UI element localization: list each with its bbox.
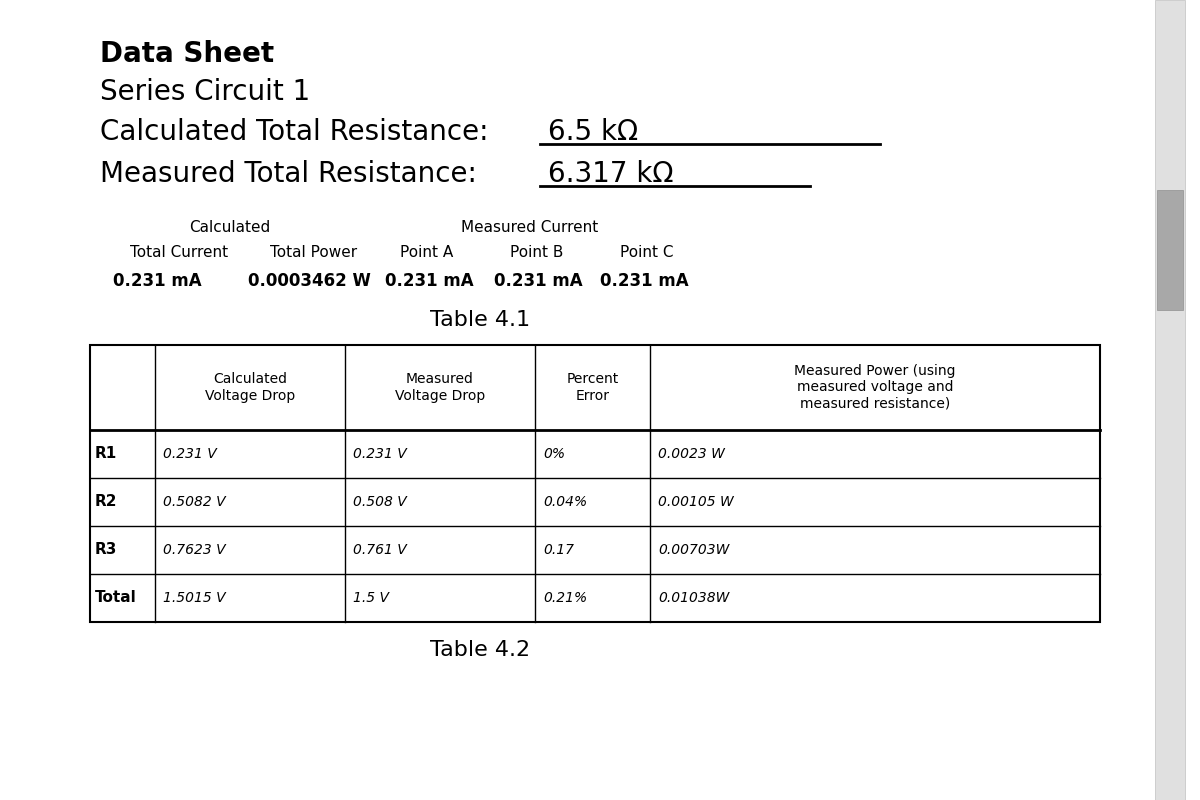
Text: 0.0003462 W: 0.0003462 W [248,272,371,290]
Text: R2: R2 [95,494,118,510]
Text: Calculated: Calculated [190,220,271,235]
Text: Measured Power (using
measured voltage and
measured resistance): Measured Power (using measured voltage a… [794,364,955,410]
Text: Data Sheet: Data Sheet [100,40,274,68]
Bar [1157,190,1183,310]
Text: 0.01038W: 0.01038W [658,591,730,605]
Text: 0.04%: 0.04% [542,495,587,509]
Text: 0.508 V: 0.508 V [353,495,407,509]
Text: Table 4.2: Table 4.2 [430,640,530,660]
Text: R1: R1 [95,446,118,462]
Text: Point B: Point B [510,245,563,260]
Text: 0.5082 V: 0.5082 V [163,495,226,509]
Text: 0.0023 W: 0.0023 W [658,447,725,461]
Text: 0.231 V: 0.231 V [353,447,407,461]
Text: Calculated
Voltage Drop: Calculated Voltage Drop [205,372,295,402]
Text: 1.5015 V: 1.5015 V [163,591,226,605]
Text: Point C: Point C [620,245,673,260]
Text: 6.5 kΩ: 6.5 kΩ [548,118,638,146]
Text: Total: Total [95,590,137,606]
Text: Series Circuit 1: Series Circuit 1 [100,78,311,106]
Text: Table 4.1: Table 4.1 [430,310,530,330]
Text: 0.231 mA: 0.231 mA [385,272,474,290]
Text: Calculated Total Resistance:: Calculated Total Resistance: [100,118,506,146]
Text: R3: R3 [95,542,118,558]
Text: 0.231 mA: 0.231 mA [600,272,689,290]
Text: 0.21%: 0.21% [542,591,587,605]
Text: 0.761 V: 0.761 V [353,543,407,557]
Text: 0.7623 V: 0.7623 V [163,543,226,557]
Text: 0.231 mA: 0.231 mA [113,272,202,290]
Text: Total Current: Total Current [130,245,228,260]
Text: 0.231 V: 0.231 V [163,447,217,461]
Text: Total Power: Total Power [270,245,358,260]
Text: Percent
Error: Percent Error [566,372,619,402]
Text: Measured Current: Measured Current [461,220,599,235]
Text: Point A: Point A [400,245,454,260]
Bar [90,345,1100,622]
Text: Measured Total Resistance:: Measured Total Resistance: [100,160,494,188]
Text: 0.17: 0.17 [542,543,574,557]
Text: 1.5 V: 1.5 V [353,591,389,605]
Text: 0%: 0% [542,447,565,461]
Text: Measured
Voltage Drop: Measured Voltage Drop [395,372,485,402]
Text: 0.231 mA: 0.231 mA [494,272,583,290]
Bar [1154,0,1186,800]
Text: 0.00105 W: 0.00105 W [658,495,733,509]
Text: 0.00703W: 0.00703W [658,543,730,557]
Text: 6.317 kΩ: 6.317 kΩ [548,160,673,188]
